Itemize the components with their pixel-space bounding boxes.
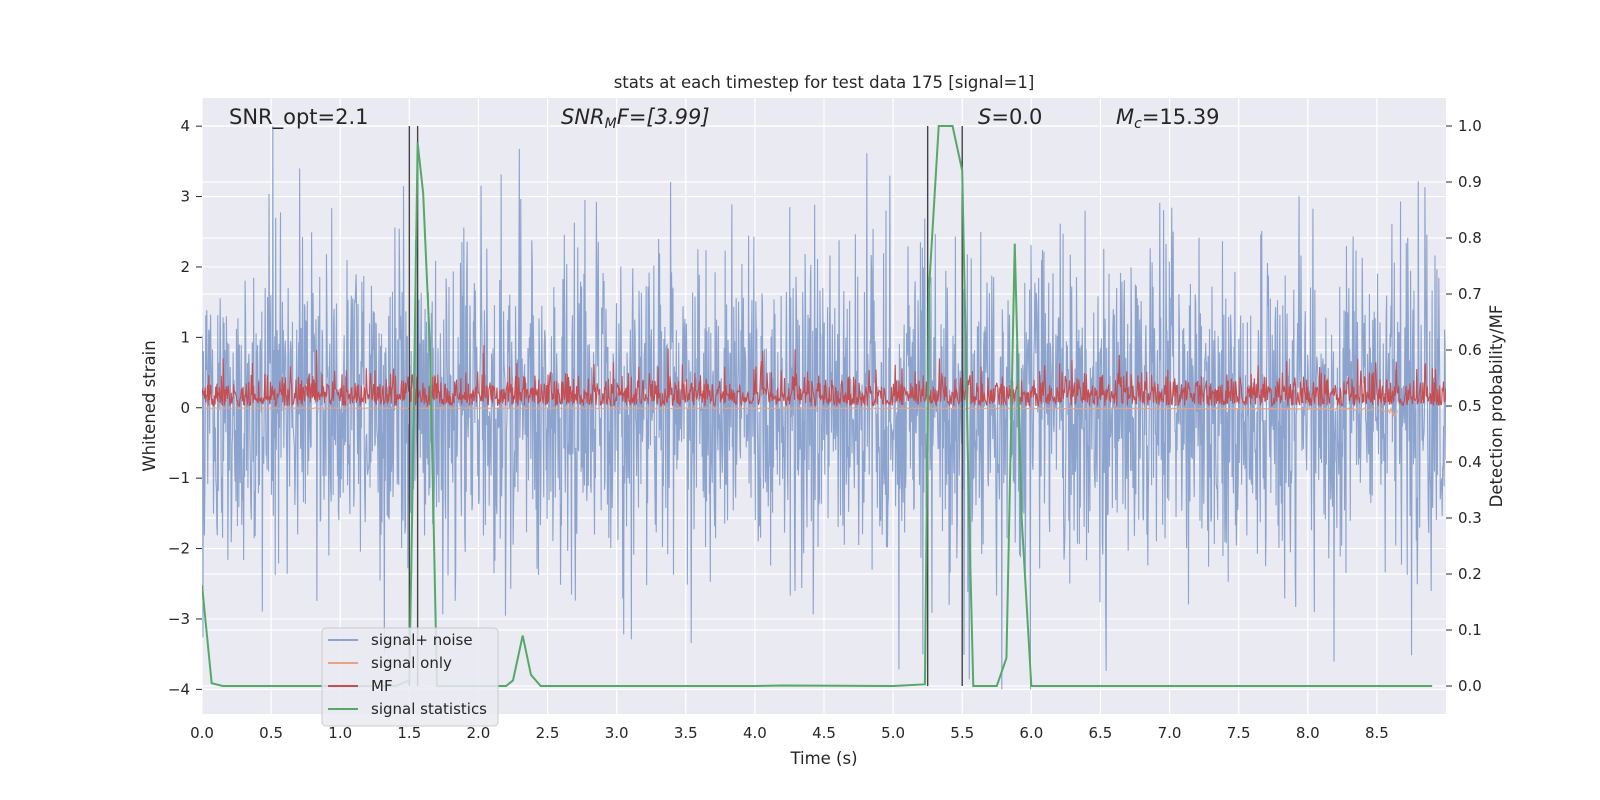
x-tick-label: 5.0	[881, 724, 905, 742]
x-tick-label: 0.0	[190, 724, 214, 742]
y-left-tick-label: −1	[168, 469, 190, 487]
x-tick-label: 1.5	[397, 724, 421, 742]
x-tick-label: 6.5	[1089, 724, 1113, 742]
x-tick-label: 7.0	[1158, 724, 1182, 742]
x-tick-label: 4.0	[743, 724, 767, 742]
annotation-mc-subscript: c	[1134, 116, 1142, 132]
annotation-snr-opt: SNR_opt=2.1	[229, 105, 369, 130]
annotation-snr-mf-value: F=[3.99]	[617, 105, 710, 129]
x-tick-label: 8.0	[1296, 724, 1320, 742]
y-left-tick-label: 2	[180, 258, 190, 276]
y-left-tick-label: −3	[168, 610, 190, 628]
y-right-tick-label: 1.0	[1458, 117, 1482, 135]
y-right-tick-label: 0.1	[1458, 621, 1482, 639]
annotation-snr-mf-subscript: M	[605, 116, 617, 132]
legend: signal+ noise signal only MF signal stat…	[321, 627, 499, 727]
x-axis-label: Time (s)	[789, 749, 857, 768]
y-left-tick-label: 0	[180, 399, 190, 417]
x-tick-label: 6.0	[1019, 724, 1043, 742]
y-right-tick-label: 0.3	[1458, 509, 1482, 527]
annotation-mc-value: =15.39	[1142, 105, 1220, 129]
x-tick-label: 0.5	[259, 724, 283, 742]
series-signal-only	[202, 406, 1399, 418]
y-left-tick-label: 3	[180, 188, 190, 206]
x-tick-label: 1.0	[328, 724, 352, 742]
x-tick-label: 3.0	[605, 724, 629, 742]
y-left-tick-labels: 4 3 2 1 0 −1 −2 −3 −4	[168, 117, 202, 698]
y-right-tick-label: 0.0	[1458, 677, 1482, 695]
y-axis-label-right: Detection probability/MF	[1487, 305, 1506, 508]
y-right-tick-label: 0.9	[1458, 173, 1482, 191]
annotation-snr-mf: SNRMF=[3.99]	[561, 105, 710, 132]
y-right-tick-label: 0.4	[1458, 453, 1482, 471]
annotation-s-symbol: S	[978, 105, 991, 129]
x-tick-label: 7.5	[1227, 724, 1251, 742]
legend-label-signal-noise: signal+ noise	[371, 631, 473, 649]
x-tick-label: 5.5	[950, 724, 974, 742]
chart-title: stats at each timestep for test data 175…	[614, 73, 1035, 92]
x-tick-label: 8.5	[1365, 724, 1389, 742]
legend-label-mf: MF	[371, 677, 393, 695]
x-tick-label: 2.5	[536, 724, 560, 742]
legend-label-signal-only: signal only	[371, 654, 452, 672]
x-tick-labels: 0.0 0.5 1.0 1.5 2.0 2.5 3.0 3.5 4.0 4.5 5.0 5.5 6.0 6…	[190, 724, 1389, 742]
annotation-s: S=0.0	[978, 105, 1042, 129]
y-left-tick-label: −4	[168, 680, 190, 698]
y-right-tick-label: 0.6	[1458, 341, 1482, 359]
y-axis-label-left: Whitened strain	[140, 340, 159, 471]
legend-box	[321, 627, 499, 727]
annotation-snr-mf-symbol: SNR	[561, 105, 605, 129]
y-right-tick-label: 0.7	[1458, 285, 1482, 303]
y-left-tick-label: 4	[180, 117, 190, 135]
y-right-tick-labels: 1.0 0.9 0.8 0.7 0.6 0.5 0.4 0.3 0.2 0.1 0.0	[1446, 117, 1482, 695]
y-right-tick-label: 0.8	[1458, 229, 1482, 247]
x-tick-label: 3.5	[674, 724, 698, 742]
y-right-tick-label: 0.5	[1458, 397, 1482, 415]
y-left-tick-label: −2	[168, 540, 190, 558]
y-right-tick-label: 0.2	[1458, 565, 1482, 583]
legend-label-signal-statistics: signal statistics	[371, 700, 487, 718]
annotation-mc-symbol: M	[1116, 105, 1134, 129]
annotation-mc: Mc=15.39	[1116, 105, 1220, 132]
x-tick-label: 4.5	[812, 724, 836, 742]
x-tick-label: 2.0	[467, 724, 491, 742]
annotation-s-value: =0.0	[991, 105, 1042, 129]
y-left-tick-label: 1	[180, 328, 190, 346]
